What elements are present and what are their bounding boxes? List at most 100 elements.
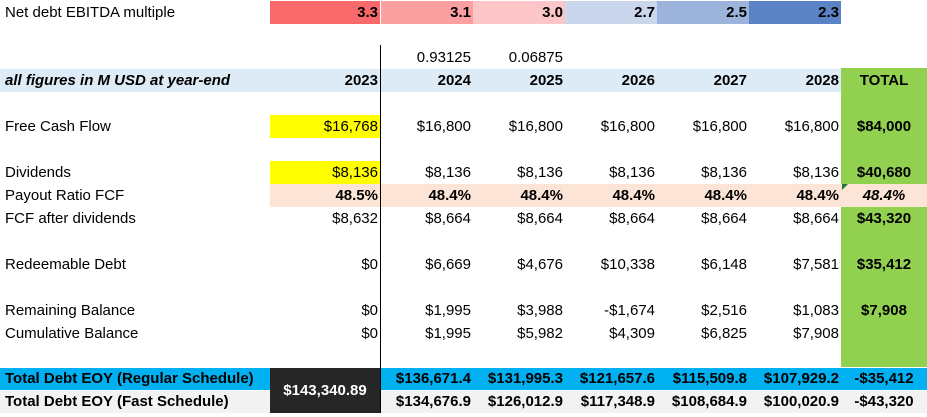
remaining-cell-2028[interactable]: $1,083: [793, 302, 839, 319]
remaining-cell-2027[interactable]: $2,516: [701, 302, 747, 319]
debt-regular-cell-2026[interactable]: $121,657.6: [579, 370, 655, 387]
fcf-cell-2026[interactable]: $16,800: [600, 118, 655, 135]
debt-regular-cell-2028[interactable]: $107,929.2: [763, 370, 839, 387]
remaining-total[interactable]: $7,908: [861, 302, 907, 319]
payout-cell-2026[interactable]: 48.4%: [565, 184, 657, 207]
fcf-after-cell-2027[interactable]: $8,664: [701, 210, 747, 227]
fcf-total[interactable]: $84,000: [856, 118, 912, 135]
column-separator-line: [380, 45, 381, 413]
ebitda-multiple-row: Net debt EBITDA multiple 3.3 3.1 3.0 2.7…: [0, 1, 927, 24]
total-header-row: TOTAL: [0, 69, 927, 92]
fcf-cell-2023[interactable]: $16,768: [270, 115, 380, 138]
redeemable-cell-2024[interactable]: $6,669: [425, 256, 471, 273]
redeemable-cell-2028[interactable]: $7,581: [793, 256, 839, 273]
fcf-after-cell-2026[interactable]: $8,664: [609, 210, 655, 227]
debt-regular-label[interactable]: Total Debt EOY (Regular Schedule): [5, 370, 254, 387]
fcf-row: Free Cash Flow $16,768 $16,800 $16,800 $…: [0, 115, 927, 138]
dividends-cell-2028[interactable]: $8,136: [793, 164, 839, 181]
redeemable-cell-2027[interactable]: $6,148: [701, 256, 747, 273]
dividends-row: Dividends $8,136 $8,136 $8,136 $8,136 $8…: [0, 161, 927, 184]
redeemable-total[interactable]: $35,412: [856, 256, 912, 273]
dividends-total[interactable]: $40,680: [856, 164, 912, 181]
year-header-2027[interactable]: 2027: [713, 72, 747, 89]
ebitda-cell-2028[interactable]: 2.3: [749, 1, 841, 24]
dividends-label[interactable]: Dividends: [5, 164, 71, 181]
fcf-after-cell-2023[interactable]: $8,632: [332, 210, 378, 227]
redeemable-label[interactable]: Redeemable Debt: [5, 256, 126, 273]
dividends-cell-2024[interactable]: $8,136: [425, 164, 471, 181]
debt-regular-total[interactable]: -$35,412: [854, 370, 914, 387]
redeemable-row: Redeemable Debt $0 $6,669 $4,676 $10,338…: [0, 253, 927, 276]
comment-indicator-icon: [842, 184, 848, 190]
remaining-label[interactable]: Remaining Balance: [5, 302, 136, 319]
cumulative-cell-2027[interactable]: $6,825: [701, 325, 747, 342]
year-header-2026[interactable]: 2026: [621, 72, 655, 89]
debt-fast-cell-2028[interactable]: $100,020.9: [763, 393, 839, 410]
payout-cell-2025[interactable]: 48.4%: [473, 184, 565, 207]
ebitda-cell-2025[interactable]: 3.0: [473, 1, 565, 24]
total-header[interactable]: TOTAL: [859, 72, 909, 89]
payout-cell-2027[interactable]: 48.4%: [657, 184, 749, 207]
ebitda-cell-2023[interactable]: 3.3: [270, 1, 380, 24]
cumulative-cell-2026[interactable]: $4,309: [609, 325, 655, 342]
redeemable-cell-2026[interactable]: $10,338: [600, 256, 655, 273]
ebitda-cell-2024[interactable]: 3.1: [381, 1, 473, 24]
year-header-2028[interactable]: 2028: [805, 72, 839, 89]
payout-cell-2024[interactable]: 48.4%: [381, 184, 473, 207]
debt-fast-total[interactable]: -$43,320: [854, 393, 914, 410]
cumulative-cell-2028[interactable]: $7,908: [793, 325, 839, 342]
cumulative-cell-2025[interactable]: $5,982: [517, 325, 563, 342]
fcf-after-total[interactable]: $43,320: [856, 210, 912, 227]
remaining-cell-2025[interactable]: $3,988: [517, 302, 563, 319]
redeemable-cell-2025[interactable]: $4,676: [517, 256, 563, 273]
fraction-2024[interactable]: 0.93125: [416, 49, 471, 66]
debt-fast-cell-2025[interactable]: $126,012.9: [487, 393, 563, 410]
fraction-row: 0.93125 0.06875: [0, 46, 927, 69]
debt-fast-cell-2026[interactable]: $117,348.9: [580, 393, 655, 410]
fcf-after-label[interactable]: FCF after dividends: [5, 210, 136, 227]
payout-cell-2023[interactable]: 48.5%: [270, 184, 380, 207]
dividends-cell-2023[interactable]: $8,136: [270, 161, 380, 184]
cumulative-cell-2024[interactable]: $1,995: [425, 325, 471, 342]
ebitda-cell-2026[interactable]: 2.7: [565, 1, 657, 24]
fraction-2025[interactable]: 0.06875: [508, 49, 563, 66]
total-column-background: [841, 68, 927, 367]
dividends-cell-2026[interactable]: $8,136: [609, 164, 655, 181]
dividends-cell-2027[interactable]: $8,136: [701, 164, 747, 181]
debt-regular-cell-2024[interactable]: $136,671.4: [395, 370, 471, 387]
fcf-after-row: FCF after dividends $8,632 $8,664 $8,664…: [0, 207, 927, 230]
payout-label[interactable]: Payout Ratio FCF: [5, 187, 125, 204]
fcf-after-cell-2028[interactable]: $8,664: [793, 210, 839, 227]
debt-fast-cell-2024[interactable]: $134,676.9: [395, 393, 471, 410]
ebitda-cell-2027[interactable]: 2.5: [657, 1, 749, 24]
year-header-2025[interactable]: 2025: [529, 72, 563, 89]
fcf-cell-2028[interactable]: $16,800: [784, 118, 839, 135]
fcf-label[interactable]: Free Cash Flow: [5, 118, 111, 135]
debt-regular-row: Total Debt EOY (Regular Schedule) $136,6…: [0, 368, 927, 390]
units-label[interactable]: all figures in M USD at year-end: [5, 72, 231, 89]
dividends-cell-2025[interactable]: $8,136: [517, 164, 563, 181]
debt-fast-label[interactable]: Total Debt EOY (Fast Schedule): [5, 393, 229, 410]
payout-total[interactable]: 48.4%: [841, 184, 927, 207]
fcf-after-cell-2024[interactable]: $8,664: [425, 210, 471, 227]
fcf-cell-2025[interactable]: $16,800: [508, 118, 563, 135]
fcf-cell-2027[interactable]: $16,800: [692, 118, 747, 135]
debt-fast-cell-2027[interactable]: $108,684.9: [671, 393, 747, 410]
remaining-cell-2026[interactable]: -$1,674: [604, 302, 655, 319]
cumulative-label[interactable]: Cumulative Balance: [5, 325, 139, 342]
fcf-cell-2024[interactable]: $16,800: [416, 118, 471, 135]
fcf-after-cell-2025[interactable]: $8,664: [517, 210, 563, 227]
redeemable-cell-2023[interactable]: $0: [361, 256, 378, 273]
debt-regular-cell-2025[interactable]: $131,995.3: [487, 370, 563, 387]
header-row: all figures in M USD at year-end 2023 20…: [0, 69, 841, 92]
cumulative-cell-2023[interactable]: $0: [361, 325, 378, 342]
payout-cell-2028[interactable]: 48.4%: [749, 184, 841, 207]
year-header-2024[interactable]: 2024: [437, 72, 471, 89]
payout-row: Payout Ratio FCF 48.5% 48.4% 48.4% 48.4%…: [0, 184, 927, 207]
ebitda-multiple-label[interactable]: Net debt EBITDA multiple: [5, 4, 176, 21]
year-header-2023[interactable]: 2023: [344, 72, 378, 89]
debt-regular-cell-2027[interactable]: $115,509.8: [672, 370, 747, 387]
remaining-cell-2023[interactable]: $0: [361, 302, 378, 319]
remaining-cell-2024[interactable]: $1,995: [425, 302, 471, 319]
debt-2023-merged-cell[interactable]: $143,340.89: [270, 368, 380, 413]
